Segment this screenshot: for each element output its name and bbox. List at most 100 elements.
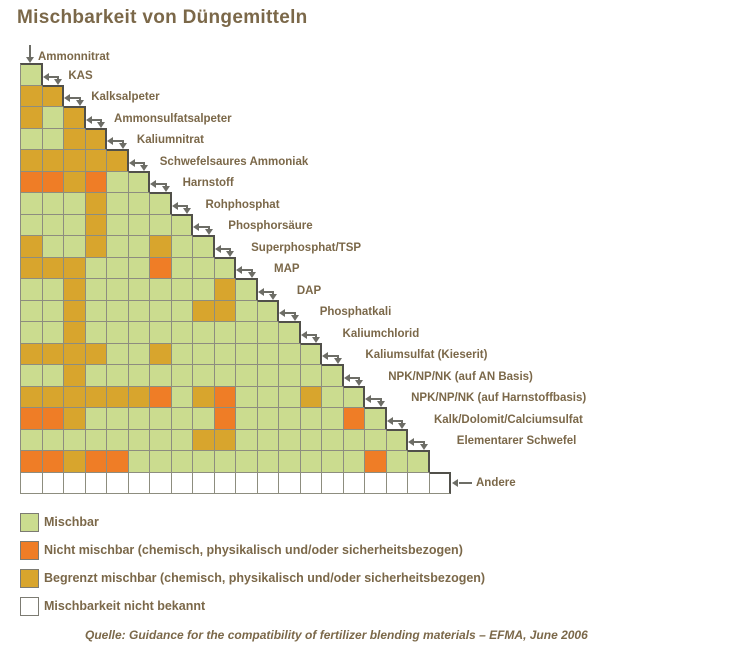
arrowhead-down-icon	[398, 422, 406, 429]
row-label: Superphosphat/TSP	[251, 241, 362, 254]
row-label: Kaliumsulfat (Kieserit)	[365, 349, 488, 361]
legend-swatch-mischbar	[20, 513, 39, 532]
row-label: Rohphosphat	[205, 198, 280, 211]
row-label: Elementarer Schwefel	[456, 435, 577, 447]
connector-line	[250, 269, 253, 272]
legend-item-begrenzt-mischbar: Begrenzt mischbar (chemisch, physikalisc…	[20, 569, 660, 588]
row-label: DAP	[296, 284, 322, 297]
arrowhead-down-icon	[269, 293, 277, 300]
row-label: KAS	[68, 69, 93, 82]
connector-line	[90, 118, 102, 121]
connector-line	[133, 161, 145, 164]
legend-swatch-begrenzt-mischbar	[20, 569, 39, 588]
arrowhead-left-icon	[257, 287, 264, 296]
arrowhead-down-icon	[376, 401, 385, 407]
row-label: Kaliumnitrat	[136, 134, 204, 146]
row-label: Phosphatkali	[319, 306, 392, 318]
page-title: Mischbarkeit von Düngemitteln	[17, 7, 308, 28]
connector-line	[207, 226, 210, 229]
connector-line	[413, 441, 425, 443]
arrowhead-down-icon	[118, 143, 127, 149]
arrowhead-down-icon	[290, 315, 299, 321]
row-label: Andere	[476, 476, 516, 489]
row-label: Phosphorsäure	[228, 220, 313, 232]
connector-line	[459, 481, 472, 484]
arrowhead-left-icon	[343, 373, 350, 382]
source-note: Quelle: Guidance for the compatibility o…	[85, 628, 588, 642]
legend-swatch-nicht-bekannt	[20, 597, 39, 616]
arrowhead-left-icon	[279, 309, 285, 317]
arrowhead-down-icon	[312, 336, 320, 343]
arrowhead-left-icon	[214, 244, 221, 253]
row-label: Ammonsulfatsalpeter	[114, 112, 232, 125]
row-label: NPK/NP/NK (auf Harnstoffbasis)	[411, 392, 587, 404]
connector-line	[186, 204, 188, 208]
row-label: Schwefelsaures Ammoniak	[159, 155, 309, 168]
row-label: Harnstoff	[182, 177, 234, 189]
arrowhead-left-icon	[365, 395, 371, 403]
connector-line	[219, 247, 231, 250]
arrowhead-down-icon	[419, 444, 428, 450]
arrowhead-down-icon	[226, 250, 234, 257]
arrowhead-left-icon	[386, 416, 393, 425]
arrowhead-left-icon	[300, 330, 307, 339]
connector-line	[262, 290, 274, 293]
arrowhead-left-icon	[171, 201, 178, 210]
connector-line	[112, 140, 124, 142]
arrowhead-down-icon	[97, 121, 105, 128]
arrowhead-down-icon	[355, 379, 363, 386]
connector-line	[241, 269, 253, 271]
connector-line	[164, 183, 167, 186]
arrowhead-left-icon	[128, 158, 135, 167]
arrowhead-left-icon	[64, 94, 70, 102]
connector-line	[327, 355, 339, 357]
arrowhead-down-icon	[247, 272, 256, 278]
connector-line	[155, 183, 167, 185]
matrix-cell	[428, 471, 451, 494]
connector-line	[370, 398, 382, 400]
connector-line	[121, 140, 124, 143]
arrowhead-left-icon	[107, 137, 113, 145]
connector-line	[47, 75, 59, 78]
connector-line	[348, 376, 360, 379]
legend-swatch-nicht-mischbar	[20, 541, 39, 560]
arrowhead-down-icon	[54, 78, 62, 85]
arrowhead-left-icon	[42, 72, 49, 81]
row-label: Kaliumchlorid	[342, 327, 420, 340]
connector-line	[272, 290, 274, 294]
arrowhead-down-icon	[140, 164, 148, 171]
arrowhead-down-icon	[26, 57, 34, 63]
arrowhead-left-icon	[236, 266, 242, 274]
connector-line	[358, 376, 360, 380]
connector-line	[143, 161, 145, 165]
legend-label: Mischbarkeit nicht bekannt	[44, 599, 206, 613]
connector-line	[305, 333, 317, 336]
connector-line	[198, 226, 210, 228]
row-label: NPK/NP/NK (auf AN Basis)	[388, 370, 533, 383]
arrowhead-left-icon	[322, 352, 328, 360]
connector-line	[315, 333, 317, 337]
row-label: Kalk/Dolomit/Calciumsulfat	[433, 413, 583, 426]
connector-line	[29, 45, 31, 58]
arrowhead-down-icon	[183, 207, 191, 214]
legend-label: Nicht mischbar (chemisch, physikalisch u…	[44, 543, 463, 557]
arrowhead-left-icon	[150, 180, 156, 188]
connector-line	[336, 355, 339, 358]
connector-line	[57, 75, 59, 79]
connector-line	[100, 118, 102, 122]
legend-item-nicht-bekannt: Mischbarkeit nicht bekannt	[20, 597, 660, 616]
arrowhead-down-icon	[333, 358, 342, 364]
connector-line	[401, 419, 403, 423]
arrowhead-down-icon	[204, 229, 213, 235]
arrowhead-down-icon	[75, 100, 84, 106]
compatibility-matrix: Ammonnitrat KAS Kalksalpeter Ammonsulfatsal…	[20, 45, 587, 494]
connector-line	[69, 97, 81, 99]
arrowhead-left-icon	[193, 223, 199, 231]
arrowhead-left-icon	[452, 478, 458, 487]
connector-line	[284, 312, 296, 314]
connector-line	[176, 204, 188, 207]
arrowhead-down-icon	[161, 186, 170, 192]
arrowhead-left-icon	[408, 438, 414, 446]
connector-line	[229, 247, 231, 251]
